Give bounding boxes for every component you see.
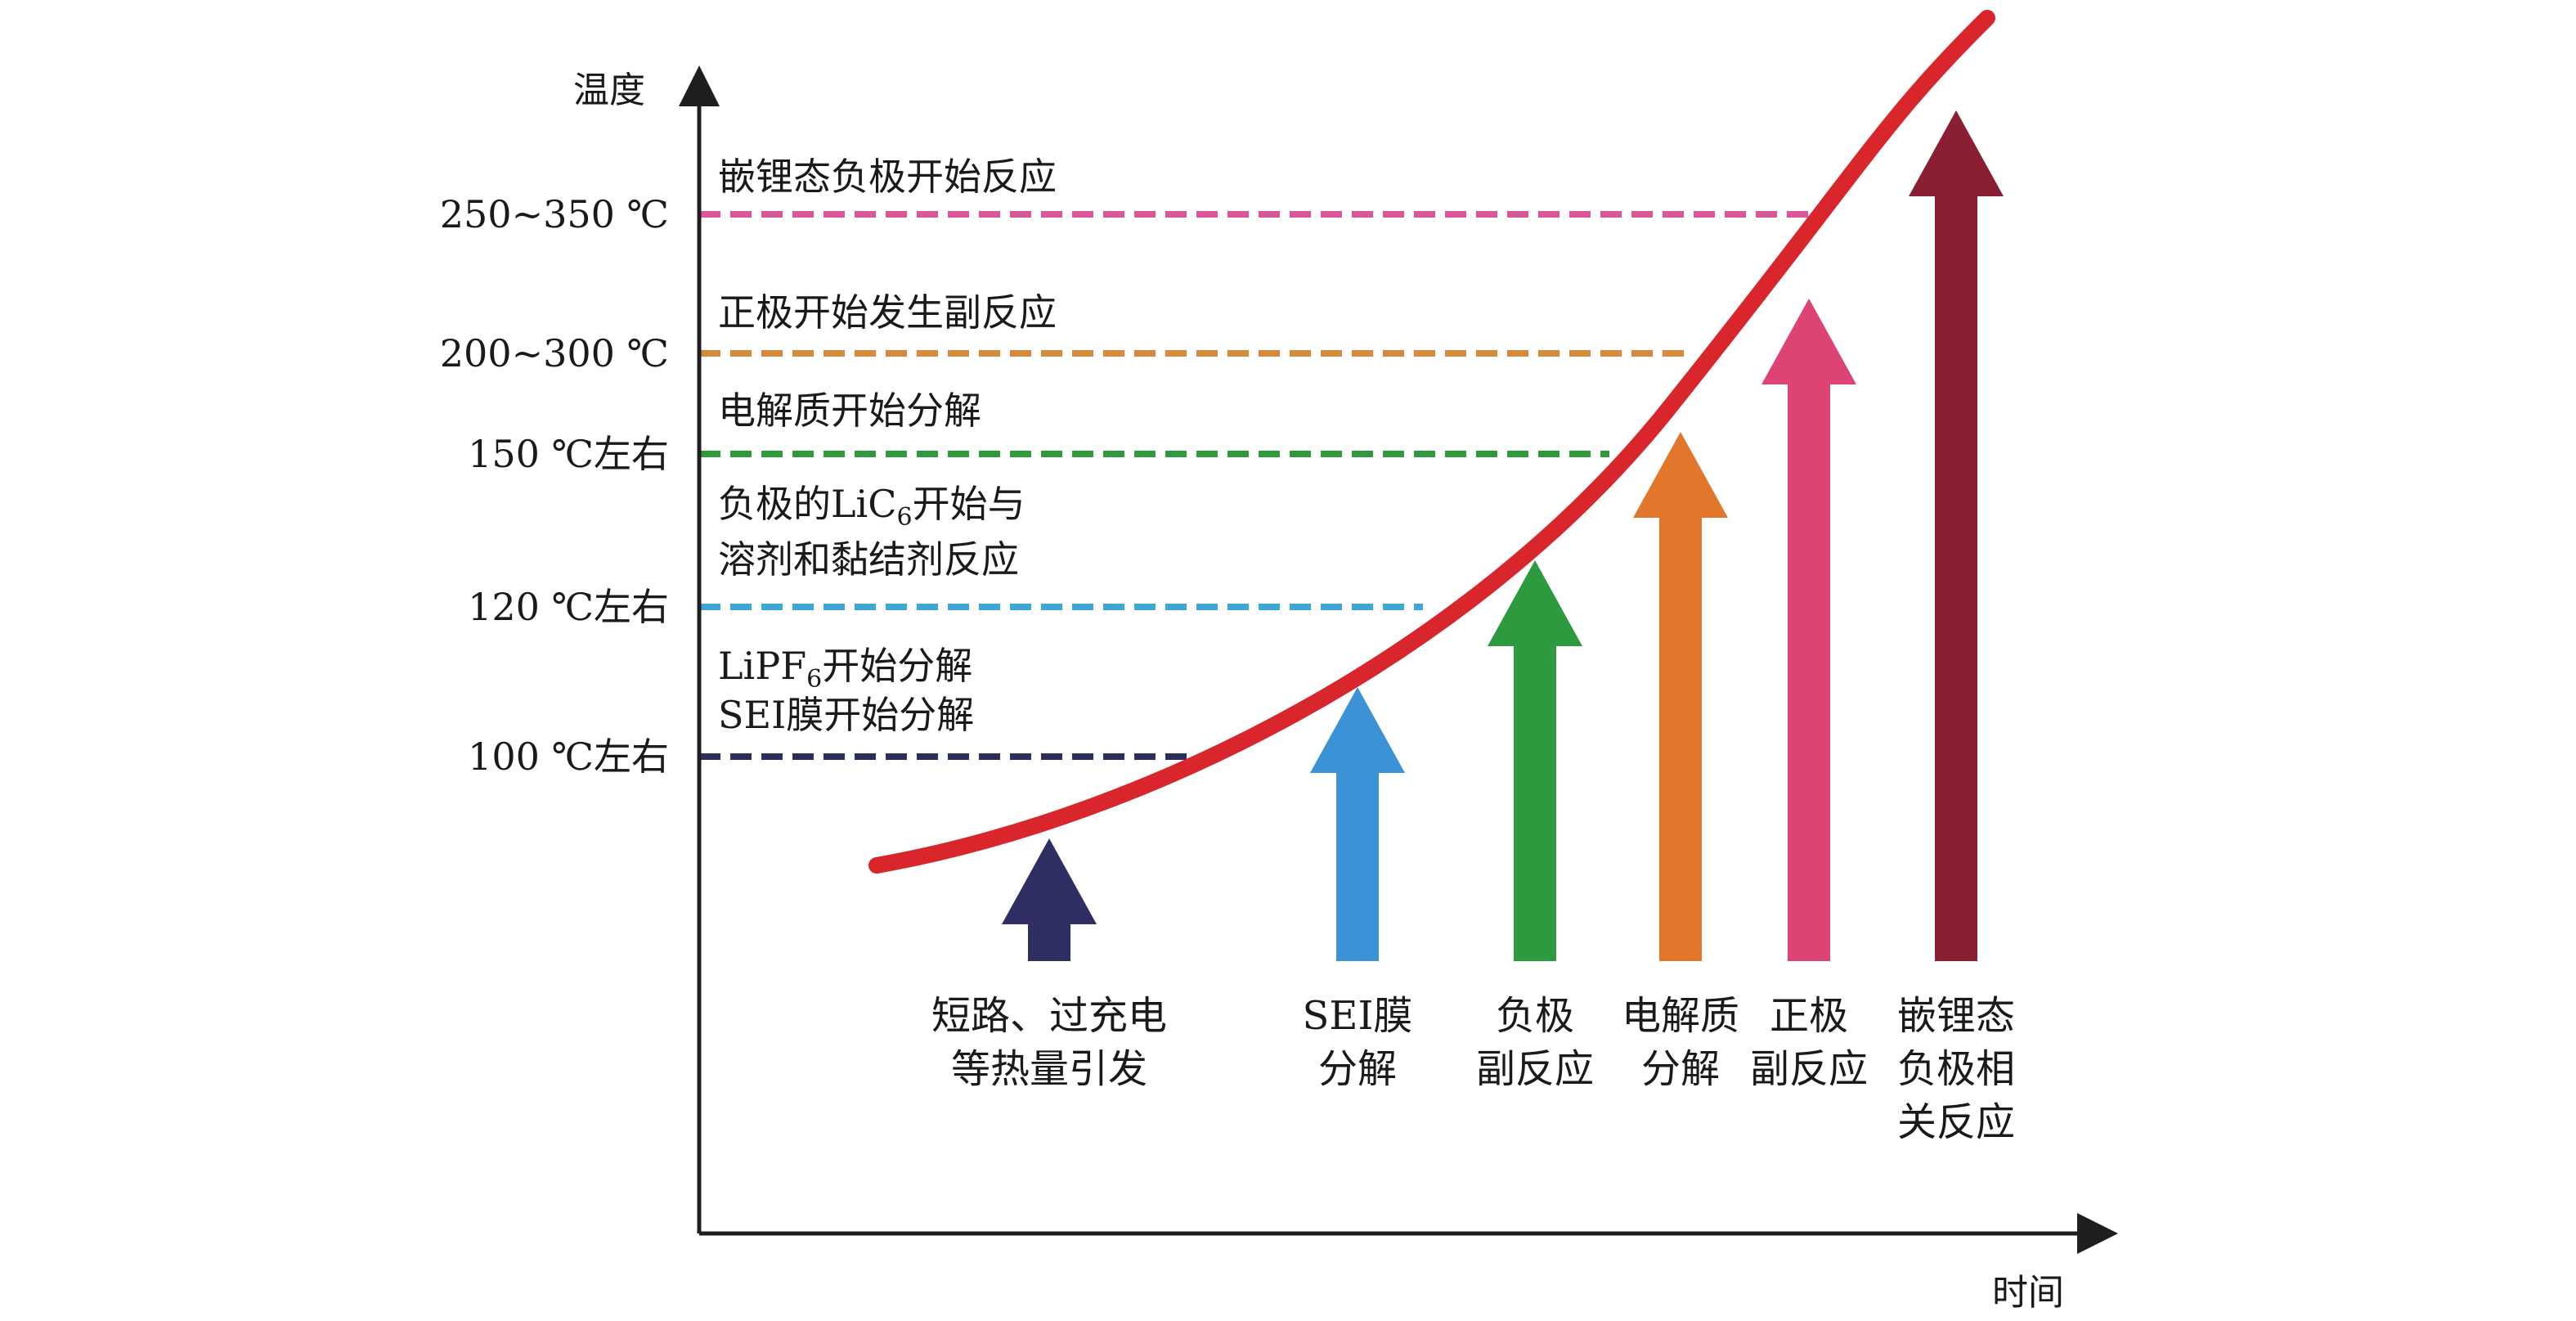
event-label-5-2: SEI膜开始分解 [718,693,974,737]
reaction-arrow-4 [1633,432,1728,961]
event-label-1-1: 嵌锂态负极开始反应 [718,155,1057,199]
reaction-arrows [1002,110,2004,961]
reaction-caption-5-1: 正极 [1770,993,1848,1039]
reaction-caption-3-2: 副反应 [1476,1046,1594,1092]
temperature-label-4: 120 ℃左右 [468,585,669,629]
reaction-arrow-1 [1002,838,1097,961]
x-axis-title: 时间 [1992,1272,2064,1314]
event-text-segment: 溶剂和黏结剂反应 [718,537,1019,582]
reaction-arrow-5 [1761,299,1856,961]
event-label-3-1: 电解质开始分解 [718,389,981,433]
y-axis-title: 温度 [573,70,645,111]
reaction-caption-2-2: 分解 [1318,1046,1397,1092]
temperature-label-1: 250~350 ℃ [440,192,669,236]
reaction-caption-5-2: 副反应 [1750,1046,1868,1092]
reaction-arrow-3 [1488,560,1582,961]
event-label-4-2: 溶剂和黏结剂反应 [718,537,1019,582]
level-lines [699,211,1811,760]
temperature-label-2: 200~300 ℃ [440,331,669,375]
event-text-segment: 开始分解 [822,644,972,688]
reaction-caption-1-2: 等热量引发 [951,1046,1147,1092]
temperature-curve [868,10,1995,874]
reaction-captions: 短路、过充电等热量引发SEI膜分解负极副反应电解质分解正极副反应嵌锂态负极相关反… [931,993,2015,1145]
temperature-label-3: 150 ℃左右 [468,432,669,476]
reaction-caption-6-3: 关反应 [1897,1099,2015,1145]
event-text-segment: LiPF [718,644,806,688]
reaction-arrow-6 [1909,110,2004,961]
reaction-arrow-2 [1310,687,1405,961]
level-labels: 250~350 ℃ 嵌锂态负极开始反应 200~300 ℃ 正极开始发生副反应 150 … [440,155,1057,779]
reaction-caption-4-1: 电解质 [1622,993,1739,1039]
reaction-caption-3-1: 负极 [1496,993,1574,1039]
axes: 温度 时间 [573,65,2118,1314]
event-text-segment: 正极开始发生副反应 [718,290,1057,335]
event-text-segment: 嵌锂态负极开始反应 [718,155,1057,199]
event-text-segment: 负极的LiC [718,482,896,526]
event-text-segment: SEI膜开始分解 [718,693,974,737]
event-text-segment: 6 [806,665,822,694]
event-text-segment: 6 [896,503,912,532]
reaction-caption-2-1: SEI膜 [1303,993,1413,1039]
event-label-5-1: LiPF6开始分解 [718,644,972,694]
temperature-label-5: 100 ℃左右 [468,735,669,779]
event-label-4-1: 负极的LiC6开始与 [718,482,1025,532]
reaction-caption-1-1: 短路、过充电 [931,993,1167,1039]
reaction-caption-4-2: 分解 [1641,1046,1720,1092]
event-text-segment: 电解质开始分解 [718,389,981,433]
event-label-2-1: 正极开始发生副反应 [718,290,1057,335]
reaction-caption-6-1: 嵌锂态 [1897,993,2015,1039]
reaction-caption-6-2: 负极相 [1897,1046,2015,1092]
event-text-segment: 开始与 [913,482,1025,526]
